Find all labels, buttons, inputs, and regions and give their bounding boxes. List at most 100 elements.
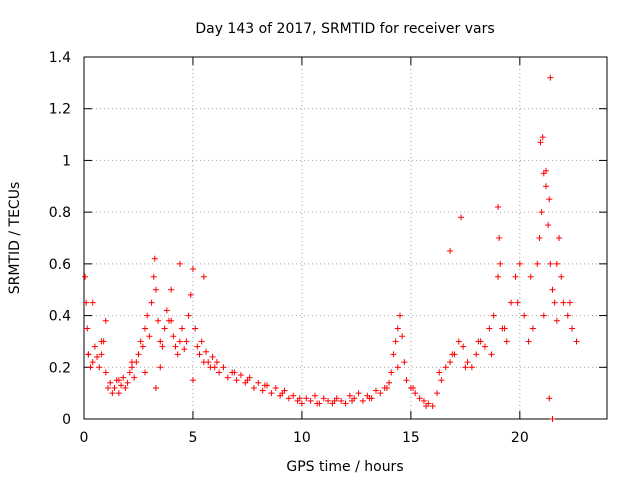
data-point (320, 395, 327, 402)
data-point (231, 369, 238, 376)
data-point (91, 343, 98, 350)
data-point (126, 369, 133, 376)
data-point (187, 291, 194, 298)
data-point (203, 348, 210, 355)
data-point (142, 369, 149, 376)
data-point (176, 260, 183, 267)
data-point (98, 351, 105, 358)
data-point (473, 351, 480, 358)
data-point (508, 299, 515, 306)
data-point (495, 273, 502, 280)
x-axis-label: GPS time / hours (286, 459, 403, 475)
data-point (423, 403, 430, 410)
data-point (168, 317, 175, 324)
data-point (542, 183, 549, 190)
data-point (98, 338, 105, 345)
data-point (529, 325, 536, 332)
data-point (442, 364, 449, 371)
data-point (128, 359, 135, 366)
data-point (181, 346, 188, 353)
data-point (205, 359, 212, 366)
data-point (135, 351, 142, 358)
data-point (255, 379, 262, 386)
data-point (198, 338, 205, 345)
data-point (468, 364, 475, 371)
data-point (290, 392, 297, 399)
data-point (501, 325, 508, 332)
data-point (128, 364, 135, 371)
data-point (107, 379, 114, 386)
data-point (540, 312, 547, 319)
data-point (196, 351, 203, 358)
data-point (244, 377, 251, 384)
data-point (399, 333, 406, 340)
data-point (536, 235, 543, 241)
data-point (390, 351, 397, 358)
data-point (457, 214, 464, 221)
data-point (359, 397, 366, 404)
data-point (96, 364, 103, 371)
y-tick-label: 0.2 (49, 360, 71, 376)
data-point (124, 379, 131, 386)
data-point (224, 374, 231, 381)
data-point (213, 359, 220, 366)
data-point (89, 299, 96, 306)
data-point (373, 387, 380, 394)
data-point (481, 343, 488, 350)
data-point (192, 325, 199, 332)
data-point (403, 377, 410, 384)
data-point (449, 351, 456, 358)
data-point (150, 273, 157, 280)
data-points (82, 74, 580, 422)
data-point (87, 364, 94, 371)
data-point (525, 338, 532, 345)
data-point (84, 325, 91, 332)
data-point (279, 390, 286, 397)
data-point (410, 384, 417, 391)
data-point (118, 382, 125, 389)
data-point (392, 338, 399, 345)
data-point (560, 299, 567, 306)
data-point (538, 209, 545, 216)
data-point (547, 260, 554, 267)
data-point (285, 395, 292, 402)
data-point (521, 312, 528, 319)
data-point (566, 299, 573, 306)
data-point (331, 397, 338, 404)
data-point (429, 403, 436, 410)
data-point (495, 203, 502, 210)
data-point (420, 397, 427, 404)
tick-labels: 0 5 10 15 20 0 0.2 0.4 0.6 0.8 1 1.2 1.4 (49, 50, 529, 446)
data-point (569, 325, 576, 332)
data-point (537, 139, 544, 146)
data-point (377, 390, 384, 397)
data-point (355, 390, 362, 397)
y-tick-label: 0.8 (49, 205, 71, 221)
data-point (556, 235, 563, 241)
data-point (211, 364, 218, 371)
data-point (366, 395, 373, 402)
data-point (386, 379, 393, 386)
data-point (152, 286, 159, 293)
data-point (131, 374, 138, 381)
data-point (111, 384, 118, 391)
data-point (434, 390, 441, 397)
data-point (438, 377, 445, 384)
data-point (539, 134, 546, 141)
data-point (475, 338, 482, 345)
data-point (220, 364, 227, 371)
data-point (83, 299, 90, 306)
data-point (157, 338, 164, 345)
data-point (490, 312, 497, 319)
data-point (194, 343, 201, 350)
data-point (272, 384, 279, 391)
data-point (542, 167, 549, 174)
data-point (179, 325, 186, 332)
data-point (148, 299, 155, 306)
data-point (503, 338, 510, 345)
data-point (346, 392, 353, 399)
data-point (163, 307, 170, 314)
data-point (388, 369, 395, 376)
data-point (455, 338, 462, 345)
